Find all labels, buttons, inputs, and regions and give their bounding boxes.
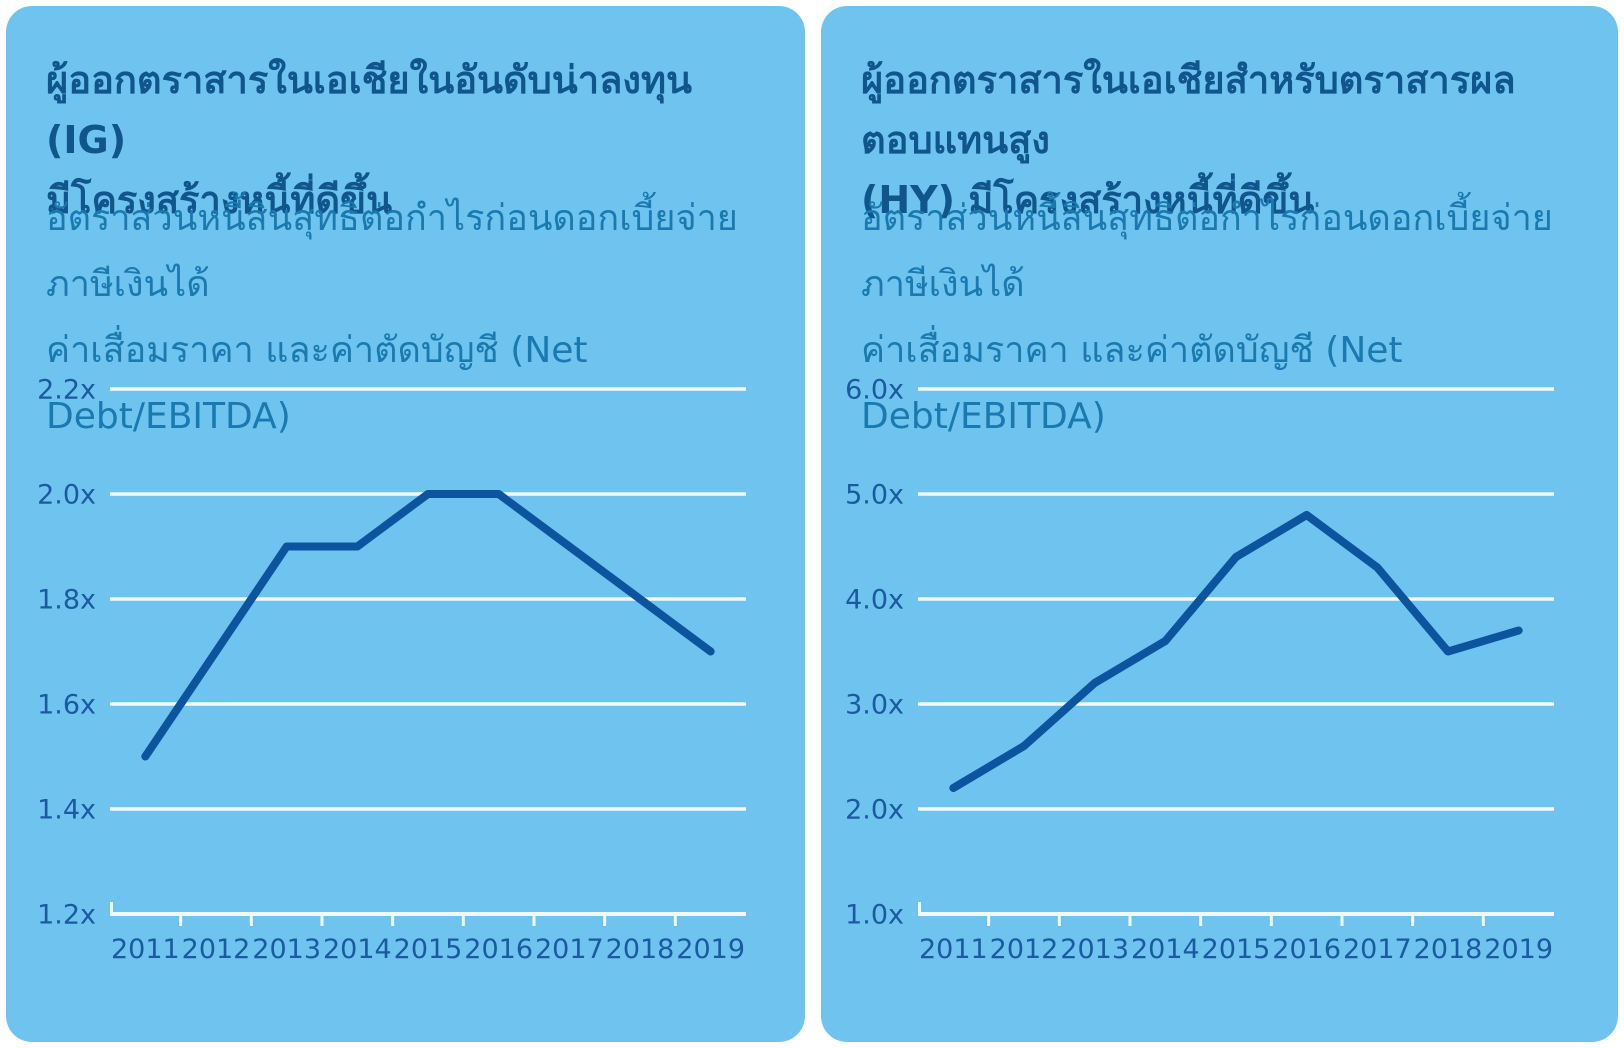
hy-chart-title-line2: (HY) มีโครงสร้างหนี้ที่ดีขึ้น: [861, 178, 1315, 222]
ig-chart-card: 1.2x 1.4x 1.6x 1.8x 2.0x 2.2x 2011 2012 2013 2014…: [6, 6, 805, 1042]
y-tick-label: 1.6x: [37, 689, 96, 720]
ig-chart-subtitle-line1: อัตราส่วนหนี้สินสุทธิต่อกำไรก่อนดอกเบี้ย…: [46, 198, 738, 305]
x-tick-label: 2014: [323, 934, 392, 965]
x-tick-label: 2018: [606, 934, 675, 965]
y-tick-label: 3.0x: [845, 689, 904, 720]
y-tick-label: 2.0x: [845, 794, 904, 825]
x-tick-label: 2011: [919, 934, 988, 965]
x-tick-label: 2011: [111, 934, 180, 965]
x-tick-label: 2016: [1272, 934, 1341, 965]
x-tick-label: 2019: [1484, 934, 1553, 965]
ig-chart-subtitle: อัตราส่วนหนี้สินสุทธิต่อกำไรก่อนดอกเบี้ย…: [46, 186, 781, 450]
x-tick-label: 2013: [1060, 934, 1129, 965]
x-tick-label: 2013: [252, 934, 321, 965]
ig-chart-title-line2: มีโครงสร้างหนี้ที่ดีขึ้น: [46, 178, 393, 222]
x-tick-label: 2015: [1202, 934, 1271, 965]
y-tick-label: 1.2x: [37, 899, 96, 930]
x-tick-label: 2014: [1131, 934, 1200, 965]
ig-line-chart: 1.2x 1.4x 1.6x 1.8x 2.0x 2.2x 2011 2012 2013 2014…: [37, 374, 746, 965]
x-tick-label: 2017: [535, 934, 604, 965]
hy-chart-title-line1: ผู้ออกตราสารในเอเชียสำหรับตราสารผลตอบแทน…: [861, 58, 1516, 162]
y-tick-label: 1.0x: [845, 899, 904, 930]
y-tick-label: 5.0x: [845, 479, 904, 510]
ig-chart-title: ผู้ออกตราสารในเอเชียในอันดับน่าลงทุน (IG…: [46, 50, 775, 230]
x-tick-label: 2018: [1414, 934, 1483, 965]
y-tick-label: 2.0x: [37, 479, 96, 510]
x-tick-label: 2016: [464, 934, 533, 965]
y-tick-label: 1.8x: [37, 584, 96, 615]
x-tick-label: 2015: [394, 934, 463, 965]
y-tick-label: 6.0x: [845, 374, 904, 405]
ig-chart-title-line1: ผู้ออกตราสารในเอเชียในอันดับน่าลงทุน (IG…: [46, 58, 692, 162]
ig-chart-subtitle-line2: ค่าเสื่อมราคา และค่าตัดบัญชี (Net Debt/E…: [46, 330, 588, 437]
hy-chart-subtitle-line2: ค่าเสื่อมราคา และค่าตัดบัญชี (Net Debt/E…: [861, 330, 1403, 437]
hy-line-chart: 1.0x 2.0x 3.0x 4.0x 5.0x 6.0x 2011 2012 2013 2014…: [845, 374, 1554, 965]
x-tick-label: 2012: [182, 934, 251, 965]
y-tick-label: 2.2x: [37, 374, 96, 405]
x-tick-label: 2012: [990, 934, 1059, 965]
x-tick-label: 2019: [676, 934, 745, 965]
data-line: [949, 511, 1523, 792]
hy-chart-subtitle: อัตราส่วนหนี้สินสุทธิต่อกำไรก่อนดอกเบี้ย…: [861, 186, 1594, 450]
data-line: [141, 490, 715, 761]
x-tick-label: 2017: [1343, 934, 1412, 965]
y-tick-label: 4.0x: [845, 584, 904, 615]
y-tick-label: 1.4x: [37, 794, 96, 825]
hy-chart-title: ผู้ออกตราสารในเอเชียสำหรับตราสารผลตอบแทน…: [861, 50, 1588, 230]
hy-chart-subtitle-line1: อัตราส่วนหนี้สินสุทธิต่อกำไรก่อนดอกเบี้ย…: [861, 198, 1553, 305]
hy-chart-card: 1.0x 2.0x 3.0x 4.0x 5.0x 6.0x 2011 2012 2013 2014…: [821, 6, 1618, 1042]
